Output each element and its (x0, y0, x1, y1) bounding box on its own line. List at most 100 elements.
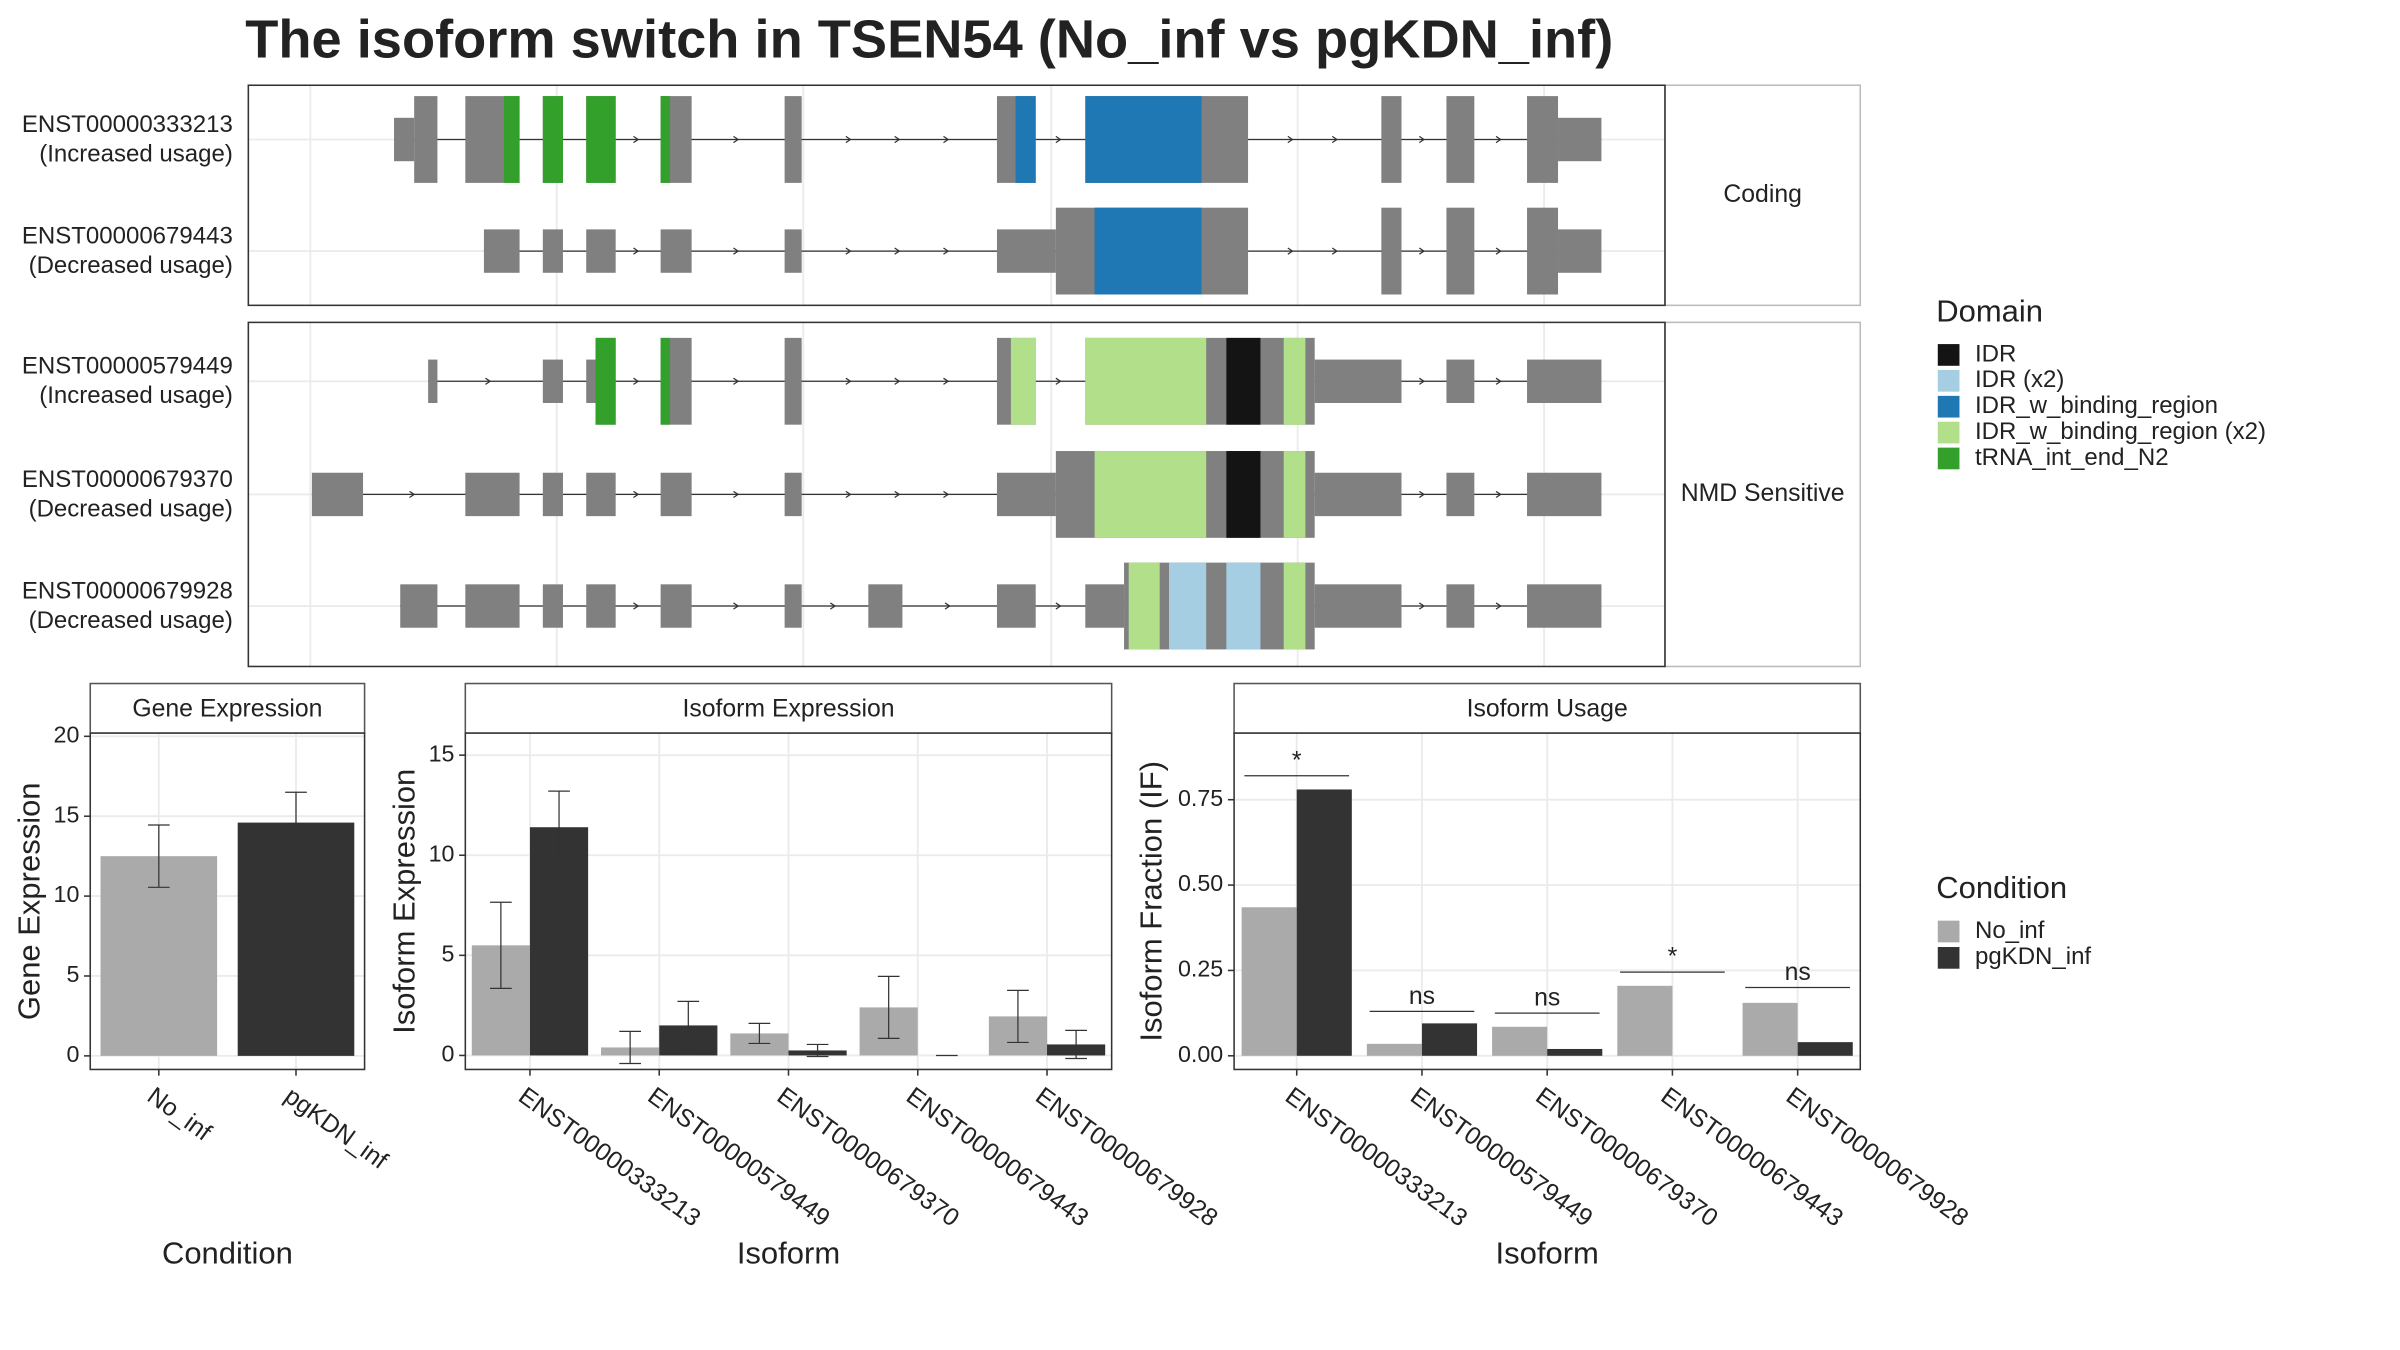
error-bar (147, 824, 170, 888)
legend-label: IDR_w_binding_region (1975, 392, 2218, 419)
cds-exon (784, 337, 802, 425)
significance-label: ns (1785, 959, 1811, 986)
utr-exon (660, 584, 692, 628)
transcript-name: ENST00000679443 (22, 222, 233, 249)
utr-exon (586, 472, 616, 517)
utr-exon (542, 584, 563, 628)
intron-arrow (894, 247, 901, 255)
panel-border (89, 732, 366, 1071)
intron-arrow (633, 377, 640, 385)
intron-arrow (633, 602, 640, 610)
significance-label: ns (1409, 983, 1435, 1010)
domain (1010, 337, 1036, 425)
error-bar (285, 791, 307, 854)
intron-arrow (829, 602, 837, 610)
utr-exon (784, 472, 802, 517)
domain (1283, 337, 1306, 425)
x-axis-title: Condition (162, 1236, 293, 1271)
utr-exon (428, 359, 438, 403)
legend-label: IDR (1975, 340, 2016, 367)
strip (464, 682, 1113, 734)
bar (1296, 789, 1352, 1056)
domain (1283, 562, 1306, 650)
utr-exon (660, 472, 692, 517)
panel-border (247, 321, 1666, 668)
utr-exon (542, 359, 563, 403)
x-axis-title: Isoform (737, 1236, 840, 1271)
intron-arrow (1287, 135, 1294, 144)
utr-exon (1446, 359, 1475, 403)
x-tick-label: pgKDN_inf (279, 1083, 392, 1175)
intron-arrow (733, 377, 740, 385)
y-tick-label: 20 (54, 721, 80, 747)
legend-swatch (1937, 421, 1960, 444)
cds-exon (1527, 96, 1559, 183)
utr-exon (483, 229, 520, 273)
cds-exon (784, 96, 802, 183)
domain (542, 96, 563, 183)
significance-label: * (1292, 747, 1302, 774)
strip-label: NMD Sensitive (1681, 480, 1845, 507)
intron-arrow (1055, 602, 1062, 610)
cds-exon (1381, 96, 1402, 183)
strip (1664, 321, 1862, 668)
legend-swatch (1937, 369, 1960, 392)
intron-arrow (894, 135, 901, 144)
intron-arrow (1418, 490, 1426, 499)
intron-arrow (633, 135, 640, 144)
intron-arrow (633, 247, 640, 255)
strip-label: Coding (1723, 181, 1802, 208)
legend-swatch (1937, 395, 1960, 418)
panel-border (1233, 732, 1862, 1071)
intron-arrow (1418, 602, 1426, 610)
utr-exon (465, 584, 520, 628)
y-tick-label: 0.00 (1178, 1041, 1223, 1067)
utr-exon (1314, 359, 1402, 403)
legend-label: tRNA_int_end_N2 (1975, 444, 2169, 471)
y-tick-label: 5 (66, 961, 79, 987)
intron-arrow (845, 490, 852, 499)
intron-arrow (1418, 377, 1426, 385)
intron-arrow (1331, 135, 1339, 144)
x-tick-label: No_inf (142, 1083, 216, 1147)
domain (1085, 96, 1202, 183)
transcript-usage: (Increased usage) (39, 382, 233, 409)
utr-exon (542, 472, 563, 517)
domain (586, 96, 616, 183)
utr-exon (400, 584, 438, 628)
transcript-name: ENST00000579449 (22, 353, 233, 380)
utr-exon (1527, 584, 1602, 628)
legend-label: No_inf (1975, 917, 2045, 944)
domain (660, 337, 670, 425)
cds-exon (1446, 207, 1475, 295)
intron-arrow (409, 490, 416, 499)
error-bar (677, 1000, 700, 1051)
intron-arrow (733, 490, 740, 499)
utr-exon (1558, 229, 1602, 273)
transcript-usage: (Decreased usage) (29, 495, 233, 522)
bar (529, 827, 589, 1056)
bar (1797, 1042, 1853, 1056)
bar (1421, 1023, 1478, 1056)
legend-swatch (1937, 920, 1960, 943)
transcript-name: ENST00000679370 (22, 466, 233, 493)
intron-arrow (1495, 135, 1502, 144)
intron-arrow (733, 247, 740, 255)
intron-arrow (1495, 377, 1502, 385)
transcript-usage: (Increased usage) (39, 140, 233, 167)
domain (660, 96, 670, 183)
panel-border (464, 732, 1113, 1071)
legend-title: Condition (1936, 870, 2067, 905)
domain (504, 96, 520, 183)
error-bar (619, 1030, 641, 1065)
intron-arrow (1418, 247, 1426, 255)
domain (1015, 96, 1036, 183)
error-bar (877, 975, 900, 1040)
utr-exon (1314, 472, 1402, 517)
intron-arrow (845, 377, 852, 385)
y-axis-title: Gene Expression (12, 782, 47, 1020)
intron-arrow (943, 247, 950, 255)
intron-arrow (1287, 247, 1294, 255)
